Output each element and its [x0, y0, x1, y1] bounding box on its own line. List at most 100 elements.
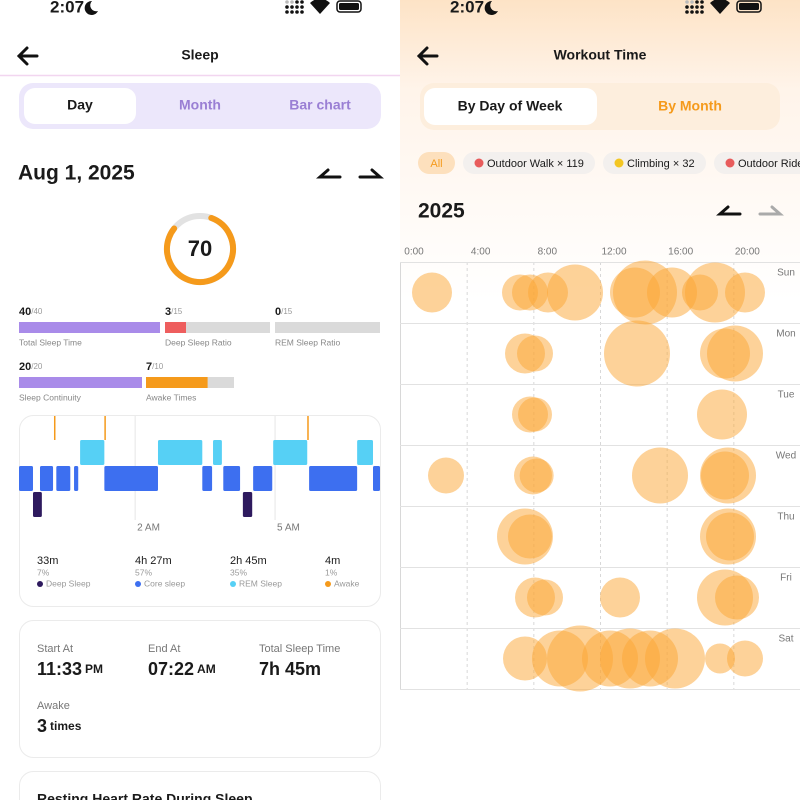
bubble [647, 267, 697, 318]
metric-number: 0 [275, 306, 281, 318]
x-tick-label: 20:00 [735, 247, 760, 258]
bubble [706, 512, 754, 561]
bubble [604, 320, 670, 387]
legend-dot [135, 581, 141, 587]
back-button[interactable] [16, 46, 39, 66]
stage-duration: 4h 27m [135, 555, 172, 567]
metric-label: Sleep Continuity [19, 392, 82, 402]
score-value: 70 [188, 236, 212, 261]
back-button[interactable] [416, 46, 439, 66]
tab-selected [424, 88, 597, 125]
metric-number: 3 [165, 306, 171, 318]
x-tick-label: 2 AM [137, 523, 160, 534]
y-tick-label: Wed [776, 451, 796, 462]
battery-icon [736, 0, 762, 13]
score-ring [164, 213, 236, 285]
filter-chip[interactable] [603, 152, 706, 174]
moon-icon [84, 0, 98, 15]
signal-dot [300, 10, 304, 14]
filter-dot [725, 158, 735, 168]
metric-max: /10 [152, 362, 164, 371]
stage-segment [213, 440, 222, 465]
tab[interactable]: Day [67, 97, 93, 113]
signal-dot [690, 5, 694, 9]
signal-dot [685, 0, 689, 4]
metric-label: REM Sleep Ratio [275, 337, 340, 347]
prev-button[interactable] [716, 205, 742, 216]
bubble [508, 514, 552, 559]
bubble [707, 325, 763, 382]
start-time-value: 11:33 [37, 659, 82, 679]
next-button[interactable] [758, 205, 784, 216]
y-tick-label: Fri [780, 573, 792, 584]
x-tick-label: 5 AM [277, 523, 300, 534]
tab[interactable]: By Month [658, 98, 722, 114]
next-button[interactable] [358, 168, 384, 179]
signal-dot [285, 5, 289, 9]
stage-segment [223, 466, 241, 491]
filter-label[interactable]: Climbing × 32 [627, 158, 695, 170]
battery-level [339, 3, 359, 10]
stage-duration: 2h 45m [230, 555, 267, 567]
filter-dot [474, 158, 484, 168]
wifi-icon [310, 0, 330, 14]
awake-count-unit: times [50, 719, 82, 733]
x-tick-label: 4:00 [471, 247, 491, 258]
metric-bar [19, 377, 142, 388]
legend-label: Awake [334, 578, 360, 588]
wifi-icon [710, 0, 730, 14]
metric-bar [19, 322, 160, 333]
filter-label[interactable]: Outdoor Ride [738, 158, 800, 170]
stage-percent: 1% [325, 567, 338, 577]
filter-chip[interactable] [463, 152, 595, 174]
signal-dot [285, 10, 289, 14]
tab[interactable]: Month [179, 97, 221, 113]
tab[interactable]: By Day of Week [458, 98, 563, 114]
legend-label: Deep Sleep [46, 578, 91, 588]
awake-count-value: 3 [37, 716, 47, 736]
y-tick-label: Sat [778, 634, 793, 645]
metric-value: 7/10 [146, 361, 164, 373]
filter-label[interactable]: All [430, 158, 442, 170]
legend-dot [230, 581, 236, 587]
y-tick-label: Thu [777, 512, 794, 523]
start-label: Start At [37, 643, 73, 655]
filter-chip[interactable] [418, 152, 455, 174]
y-tick-label: Mon [776, 329, 795, 340]
stage-segment [242, 492, 253, 517]
bubble [412, 272, 452, 313]
legend-label: REM Sleep [239, 578, 282, 588]
tab-selected [24, 88, 136, 124]
awake-label: Awake [37, 700, 70, 712]
tab[interactable]: Bar chart [289, 97, 351, 113]
signal-dot [300, 5, 304, 9]
prev-button[interactable] [316, 168, 342, 179]
signal-dot [695, 5, 699, 9]
stage-segment [74, 466, 79, 491]
x-tick-label: 16:00 [668, 247, 693, 258]
status-time: 2:07 [50, 0, 84, 16]
bubble [645, 628, 705, 689]
bubble [547, 264, 603, 321]
stage-segment [19, 466, 33, 491]
metric-max: /15 [171, 307, 183, 316]
x-tick-label: 0:00 [404, 247, 424, 258]
bubble [518, 397, 552, 432]
stage-segment [104, 466, 158, 491]
signal-dot [295, 10, 299, 14]
stage-segment [373, 466, 380, 491]
stage-segment [307, 416, 309, 440]
x-tick-label: 12:00 [601, 247, 626, 258]
total-time-value: 7h 45m [259, 659, 321, 679]
filter-chip[interactable] [714, 152, 800, 174]
stage-segment [80, 440, 105, 465]
filter-label[interactable]: Outdoor Walk × 119 [487, 158, 584, 170]
total-time: 7h 45m [259, 659, 321, 679]
metric-label: Deep Sleep Ratio [165, 337, 232, 347]
stage-segment [56, 466, 71, 491]
stage-duration: 4m [325, 555, 340, 567]
awake-count: 3 times [37, 716, 82, 736]
bubble [519, 458, 554, 493]
card-title: Resting Heart Rate During Sleep [37, 791, 253, 800]
